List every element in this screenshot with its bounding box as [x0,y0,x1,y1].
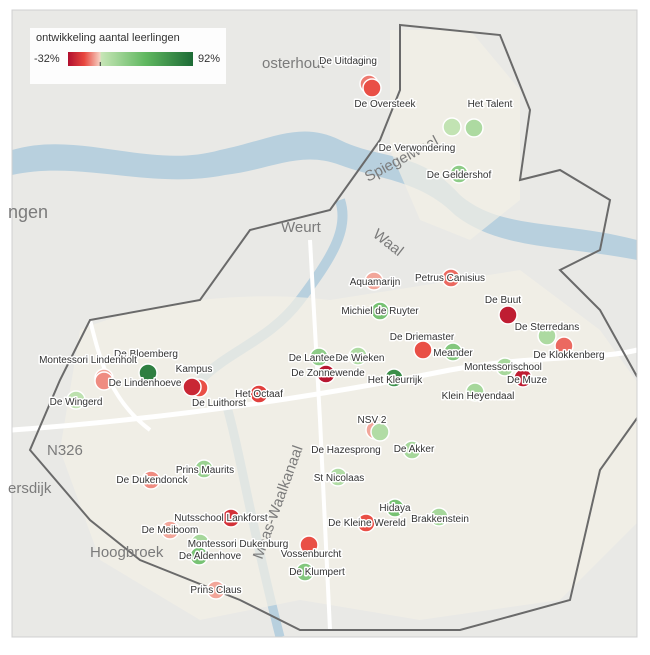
school-marker [537,326,557,346]
school-label: De Geldershof [427,170,492,181]
school-label: De Buut [485,295,521,306]
legend-min-label: -32% [34,53,60,65]
place-label: ngen [8,202,48,222]
school-label: Nutsschool Lankforst [174,513,268,524]
school-label: Montessori Lindenholt [39,355,137,366]
legend-max-label: 92% [198,53,220,65]
school-label: Hidaya [379,503,411,514]
school-marker [328,467,348,487]
school-label: De Driemaster [390,332,455,343]
school-marker [429,507,449,527]
school-marker [221,508,241,528]
legend-title: ontwikkeling aantal leerlingen [36,32,180,44]
school-label: Het Talent [468,99,513,110]
map-frame [11,9,638,638]
school-marker [442,117,462,137]
school-marker [495,357,515,377]
school-marker [370,422,390,442]
school-label: Michiel de Ruyter [341,306,419,317]
school-label: De Wingerd [50,397,103,408]
school-marker [385,498,405,518]
school-label: Prins Claus [190,585,241,596]
school-label: De Aldenhove [179,551,242,562]
school-marker [498,305,518,325]
school-label: De Akker [394,444,435,455]
school-marker [316,364,336,384]
schools: De Uitdaging De Oversteek Het Talent De Ver… [38,55,606,600]
school-label: Meander [433,348,473,359]
school-label: De Klumpert [289,567,345,578]
school-label: Vossenburcht [281,549,342,560]
school-marker [443,342,463,362]
school-label: De Zonnewende [291,368,365,379]
school-marker [309,347,329,367]
school-marker [141,470,161,490]
school-marker [94,371,114,391]
school-marker [356,513,376,533]
school-label: St Nicolaas [314,473,365,484]
school-label: De Hazesprong [311,445,380,456]
school-label: Aquamarijn [350,277,401,288]
school-label: Kampus [176,364,213,375]
school-marker [295,562,315,582]
school-marker [66,390,86,410]
school-label: Het Kleurrijk [368,375,423,386]
school-marker [189,546,209,566]
school-marker [194,459,214,479]
school-label: De Kleine Wereld [328,518,406,529]
school-marker [464,118,484,138]
school-marker [513,368,533,388]
school-marker [370,301,390,321]
school-marker [138,363,158,383]
school-label: Brakkenstein [411,514,469,525]
place-label: ersdijk [8,480,52,497]
school-label: De Dukendonck [116,475,188,486]
place-label: Weurt [281,219,322,236]
place-label: osterhout [262,55,325,72]
school-label: De Oversteek [354,99,416,110]
school-marker [249,384,269,404]
school-marker [206,580,226,600]
school-label: De Bloemberg [114,349,178,360]
school-label: De Lanteerne [289,353,350,364]
school-marker [362,78,382,98]
school-marker [348,346,368,366]
school-marker [413,340,433,360]
place-label: Hoogbroek [90,544,164,561]
school-marker [299,535,319,555]
school-marker [364,271,384,291]
place-label: N326 [47,442,83,459]
legend: ontwikkeling aantal leerlingen -32% 92% [30,28,226,84]
school-label: Het Octaaf [235,389,283,400]
basemap [12,10,637,637]
school-label: De Muze [507,375,547,386]
school-marker [384,368,404,388]
school-label: De Klokkenberg [533,350,604,361]
school-marker [449,164,469,184]
school-marker [402,440,422,460]
school-label: NSV 2 [358,415,387,426]
school-label: Montessori Dukenburg [188,539,289,550]
school-label: De Lindenhoeve [109,378,182,389]
school-marker [465,382,485,402]
school-label: De Sterredans [515,322,579,333]
school-label: De Uitdaging [319,56,377,67]
school-label: De Verwondering [379,143,456,154]
school-marker [554,336,574,356]
school-marker [182,377,202,397]
school-label: Petrus Canisius [415,273,485,284]
legend-gradient [68,52,193,66]
school-label: Montessorischool [464,362,542,373]
school-marker [441,268,461,288]
school-label: Klein Heyendaal [442,391,515,402]
school-marker [160,520,180,540]
school-label: De Meiboom [142,525,199,536]
school-label: Prins Maurits [176,465,234,476]
school-label: De Luithorst [192,398,246,409]
school-label: De Wieken [336,353,385,364]
